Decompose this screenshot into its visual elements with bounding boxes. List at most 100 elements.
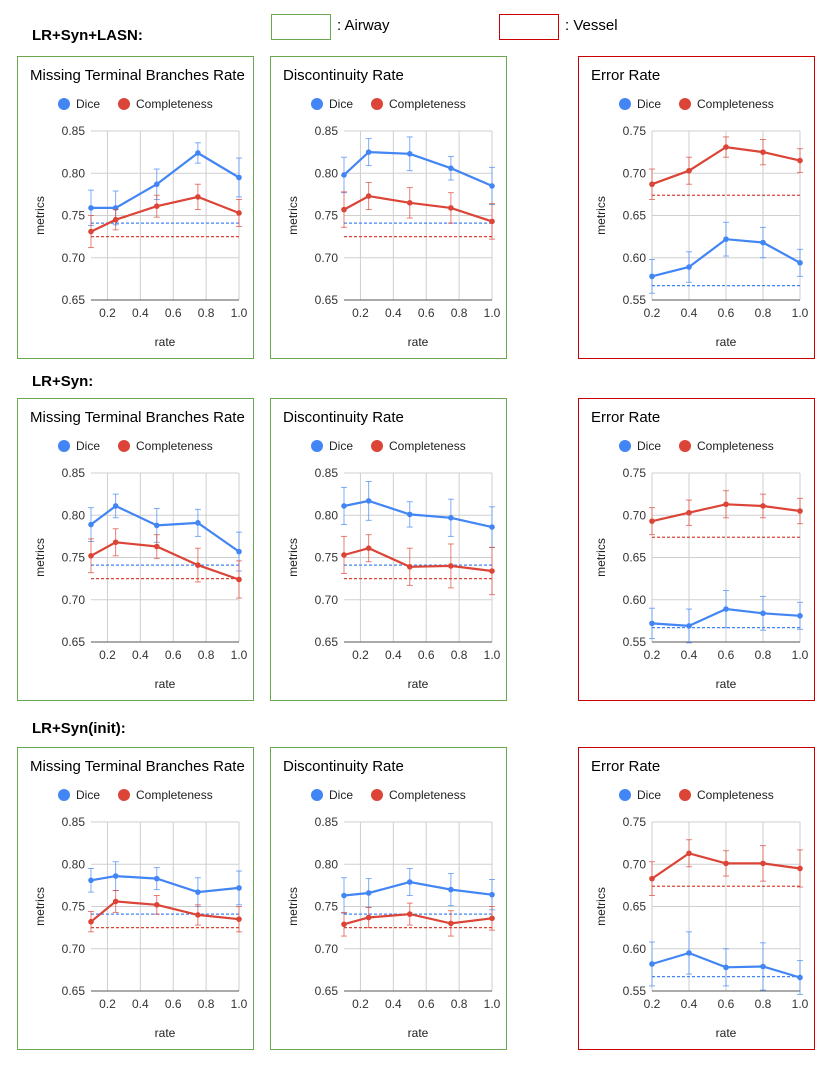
x-tick-label: 0.6: [418, 997, 435, 1011]
data-point-dice: [723, 606, 729, 612]
data-point-dice: [236, 548, 242, 555]
data-point-completeness: [341, 921, 347, 928]
legend-label-dice: Dice: [76, 788, 100, 802]
row-title-init: LR+Syn(init):: [32, 720, 126, 737]
series-line-completeness: [343, 547, 493, 573]
y-axis-label: metrics: [33, 887, 47, 926]
data-point-dice: [195, 150, 201, 156]
y-tick-label: 0.80: [62, 508, 86, 522]
row-title-lasn: LR+Syn+LASN:: [32, 27, 143, 44]
chart-panel: Error Rate Dice Completeness 0.55 0.60 0.65 0…: [578, 747, 815, 1050]
data-point-dice: [112, 503, 119, 509]
chart-title: Discontinuity Rate: [283, 758, 404, 775]
x-tick-label: 1.0: [484, 306, 501, 320]
data-point-completeness: [88, 228, 94, 235]
chart-svg: Dice Completeness 0.65 0.70 0.75 0.80 0.85 0.2 0…: [33, 439, 248, 691]
chart-svg: Dice Completeness 0.65 0.70 0.75 0.80 0.85 0.2 0…: [286, 97, 501, 349]
data-point-completeness: [153, 203, 160, 210]
legend-marker-dice: [58, 789, 70, 801]
y-tick-label: 0.85: [315, 815, 339, 829]
x-tick-label: 0.8: [198, 306, 215, 320]
data-point-completeness: [448, 563, 454, 569]
y-tick-label: 0.60: [623, 593, 647, 607]
series-line-dice: [343, 499, 493, 529]
data-point-completeness: [236, 916, 242, 922]
x-axis-label: rate: [716, 1026, 737, 1040]
x-tick-label: 0.6: [418, 648, 435, 662]
legend-marker-completeness: [371, 440, 383, 452]
y-tick-label: 0.80: [62, 857, 86, 871]
data-point-completeness: [723, 501, 729, 508]
chart-panel: Discontinuity Rate Dice Completeness 0.65 0…: [270, 747, 507, 1050]
data-point-completeness: [649, 518, 655, 524]
chart-svg: Dice Completeness 0.65 0.70 0.75 0.80 0.85 0.2 0…: [286, 788, 501, 1040]
x-tick-label: 0.8: [755, 648, 772, 662]
legend-label-dice: Dice: [637, 97, 661, 111]
chart-title: Missing Terminal Branches Rate: [30, 409, 245, 426]
data-point-completeness: [649, 875, 655, 882]
y-tick-label: 0.65: [62, 984, 86, 998]
legend-label-dice: Dice: [76, 439, 100, 453]
data-point-completeness: [797, 865, 803, 872]
y-tick-label: 0.80: [315, 166, 339, 180]
data-point-completeness: [797, 157, 803, 164]
data-point-dice: [723, 236, 729, 242]
vessel-legend-swatch: [499, 14, 559, 40]
y-axis-label: metrics: [33, 538, 47, 577]
data-point-completeness: [365, 914, 372, 921]
data-point-dice: [236, 885, 242, 891]
y-tick-label: 0.70: [623, 508, 647, 522]
legend-marker-dice: [619, 440, 631, 452]
x-tick-label: 0.6: [165, 648, 182, 662]
legend-label-completeness: Completeness: [697, 439, 774, 453]
y-tick-label: 0.75: [62, 209, 86, 223]
legend-marker-dice: [311, 98, 323, 110]
x-tick-label: 0.6: [718, 997, 735, 1011]
data-point-dice: [489, 183, 495, 189]
y-tick-label: 0.75: [623, 466, 647, 480]
y-tick-label: 0.65: [623, 900, 647, 914]
data-point-dice: [760, 239, 766, 246]
legend-marker-completeness: [371, 98, 383, 110]
data-point-completeness: [489, 915, 495, 922]
x-tick-label: 0.2: [352, 648, 369, 662]
data-point-completeness: [195, 912, 201, 918]
x-tick-label: 0.8: [451, 997, 468, 1011]
data-point-dice: [406, 879, 413, 885]
x-tick-label: 0.2: [644, 997, 661, 1011]
data-point-completeness: [489, 218, 495, 225]
series-line-dice: [91, 151, 240, 209]
legend-label-completeness: Completeness: [389, 439, 466, 453]
x-tick-label: 0.2: [644, 306, 661, 320]
y-tick-label: 0.65: [623, 551, 647, 565]
y-tick-label: 0.75: [315, 551, 339, 565]
data-point-completeness: [236, 210, 242, 216]
data-point-completeness: [406, 563, 413, 570]
series-line-completeness: [90, 900, 240, 923]
data-point-dice: [406, 511, 413, 518]
data-point-dice: [686, 623, 692, 629]
x-axis-label: rate: [716, 335, 737, 349]
chart-title: Discontinuity Rate: [283, 409, 404, 426]
data-point-dice: [341, 892, 347, 899]
series-line-completeness: [343, 912, 493, 926]
data-point-completeness: [341, 206, 347, 213]
legend-label-completeness: Completeness: [389, 788, 466, 802]
x-tick-label: 0.6: [165, 306, 182, 320]
y-tick-label: 0.85: [62, 466, 86, 480]
x-axis-label: rate: [408, 677, 429, 691]
y-axis-label: metrics: [286, 196, 300, 235]
y-tick-label: 0.70: [315, 942, 339, 956]
data-point-dice: [406, 151, 413, 157]
data-point-dice: [686, 950, 692, 956]
data-point-completeness: [88, 918, 94, 925]
y-tick-label: 0.85: [62, 815, 86, 829]
data-point-completeness: [153, 543, 160, 550]
y-tick-label: 0.65: [62, 635, 86, 649]
data-point-dice: [195, 520, 201, 526]
data-point-dice: [195, 889, 201, 895]
x-tick-label: 0.6: [718, 306, 735, 320]
series-line-dice: [90, 874, 240, 894]
data-point-dice: [236, 174, 242, 181]
legend-marker-completeness: [679, 440, 691, 452]
